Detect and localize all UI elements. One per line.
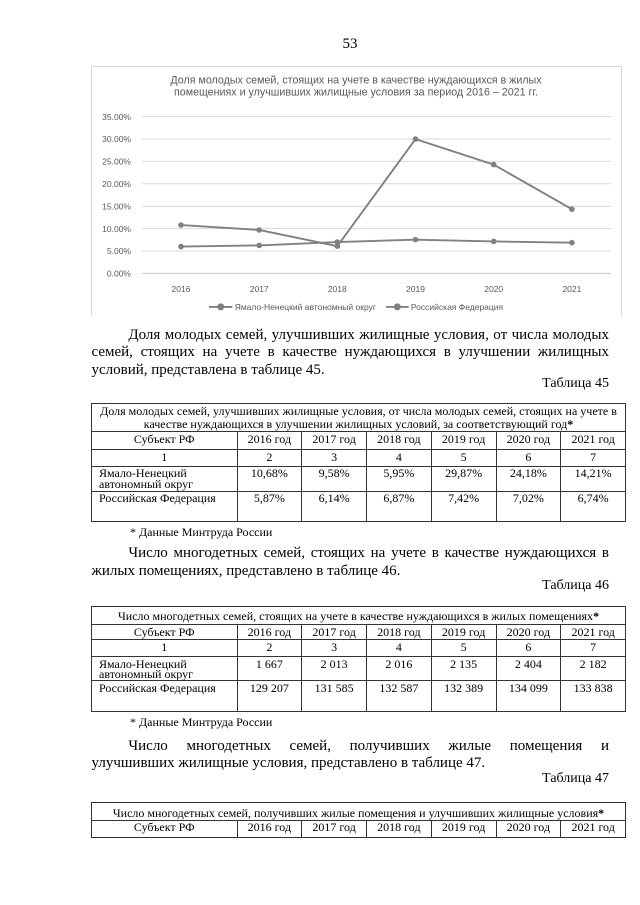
- svg-text:2016: 2016: [172, 284, 191, 294]
- svg-text:2017: 2017: [250, 284, 269, 294]
- svg-text:15.00%: 15.00%: [102, 201, 131, 211]
- svg-text:5.00%: 5.00%: [107, 246, 132, 256]
- svg-text:0.00%: 0.00%: [107, 269, 132, 279]
- svg-text:2019: 2019: [406, 284, 425, 294]
- svg-text:2021: 2021: [562, 284, 581, 294]
- svg-text:Российская Федерация: Российская Федерация: [411, 302, 504, 312]
- svg-text:30.00%: 30.00%: [102, 134, 131, 144]
- svg-text:35.00%: 35.00%: [102, 112, 131, 122]
- svg-text:2020: 2020: [484, 284, 503, 294]
- svg-text:2018: 2018: [328, 284, 347, 294]
- svg-text:Ямало-Ненецкий автономный окру: Ямало-Ненецкий автономный округ: [235, 302, 376, 312]
- svg-text:помещениях и улучшивших жилищн: помещениях и улучшивших жилищные условия…: [174, 87, 538, 99]
- svg-text:10.00%: 10.00%: [102, 224, 131, 234]
- svg-text:20.00%: 20.00%: [102, 179, 131, 189]
- svg-text:25.00%: 25.00%: [102, 157, 131, 167]
- svg-text:Доля молодых семей, стоящих на: Доля молодых семей, стоящих на учете в к…: [170, 75, 542, 87]
